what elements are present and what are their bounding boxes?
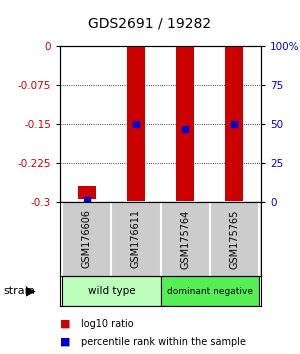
Text: GSM176606: GSM176606 <box>82 210 92 268</box>
Text: GSM176611: GSM176611 <box>131 210 141 268</box>
Text: ■: ■ <box>60 319 70 329</box>
Bar <box>225 46 243 201</box>
Bar <box>176 46 194 201</box>
Text: ▶: ▶ <box>26 285 35 298</box>
Text: strain: strain <box>3 286 35 296</box>
Text: log10 ratio: log10 ratio <box>81 319 134 329</box>
Text: ■: ■ <box>60 337 70 347</box>
Text: dominant negative: dominant negative <box>167 287 253 296</box>
Bar <box>127 46 145 201</box>
Bar <box>160 276 259 306</box>
Text: percentile rank within the sample: percentile rank within the sample <box>81 337 246 347</box>
Text: GSM175765: GSM175765 <box>229 209 239 269</box>
Bar <box>78 186 96 199</box>
Bar <box>62 276 161 306</box>
Text: GSM175764: GSM175764 <box>180 209 190 269</box>
Text: GDS2691 / 19282: GDS2691 / 19282 <box>88 16 212 30</box>
Text: wild type: wild type <box>88 286 135 296</box>
